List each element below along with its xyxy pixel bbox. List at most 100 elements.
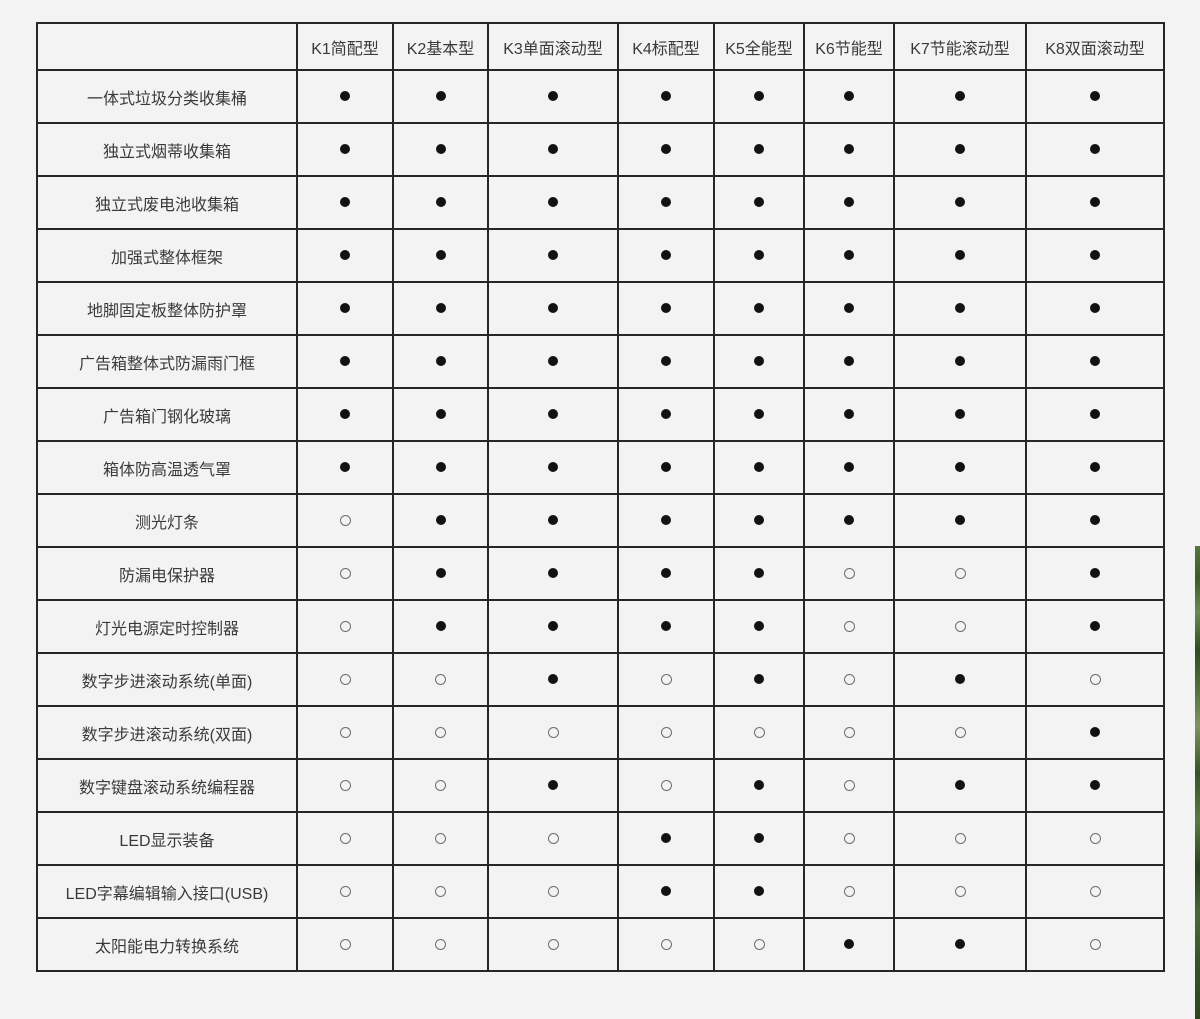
feature-label: 测光灯条 <box>36 493 298 548</box>
filled-dot-icon <box>844 515 854 526</box>
filled-dot-icon <box>844 250 854 261</box>
feature-cell <box>392 122 489 177</box>
feature-cell <box>713 652 805 707</box>
feature-cell <box>296 281 394 336</box>
feature-cell <box>1025 599 1165 654</box>
feature-cell <box>1025 281 1165 336</box>
empty-dot-icon <box>339 832 351 844</box>
filled-dot-icon <box>435 409 446 420</box>
filled-dot-icon <box>955 356 965 367</box>
feature-cell <box>296 864 394 919</box>
feature-cell <box>296 917 394 972</box>
feature-cell <box>803 122 895 177</box>
feature-cell <box>392 652 489 707</box>
feature-cell <box>1025 493 1165 548</box>
filled-dot-icon <box>844 303 854 314</box>
filled-dot-icon <box>340 462 350 473</box>
feature-cell <box>1025 69 1165 124</box>
feature-cell <box>392 599 489 654</box>
filled-dot-icon <box>955 197 965 208</box>
feature-cell <box>392 546 489 601</box>
filled-dot-icon <box>340 303 350 314</box>
header-row: K1简配型 K2基本型 K3单面滚动型 K4标配型 K5全能型 K6节能型 K7节能滚动型 K… <box>36 22 1165 71</box>
column-header-k5: K5全能型 <box>713 22 805 71</box>
feature-cell <box>803 175 895 230</box>
feature-cell <box>713 811 805 866</box>
filled-dot-icon <box>548 780 558 791</box>
empty-dot-icon <box>435 726 446 738</box>
filled-dot-icon <box>754 780 764 791</box>
feature-cell <box>392 281 489 336</box>
filled-dot-icon <box>844 197 854 208</box>
feature-label: 加强式整体框架 <box>36 228 298 283</box>
empty-dot-icon <box>1089 673 1101 685</box>
feature-cell <box>1025 175 1165 230</box>
feature-label: 数字步进滚动系统(双面) <box>36 705 298 760</box>
feature-cell <box>296 493 394 548</box>
feature-cell <box>487 281 619 336</box>
feature-cell <box>803 387 895 442</box>
feature-cell <box>487 122 619 177</box>
filled-dot-icon <box>955 674 965 685</box>
empty-dot-icon <box>435 779 446 791</box>
feature-cell <box>893 811 1027 866</box>
table-row: 测光灯条 <box>36 493 1165 548</box>
empty-dot-icon <box>954 620 966 632</box>
feature-cell <box>893 334 1027 389</box>
filled-dot-icon <box>1090 144 1100 155</box>
feature-label: 广告箱门钢化玻璃 <box>36 387 298 442</box>
table-row: 箱体防高温透气罩 <box>36 440 1165 495</box>
feature-label: LED显示装备 <box>36 811 298 866</box>
feature-cell <box>296 599 394 654</box>
table-row: 地脚固定板整体防护罩 <box>36 281 1165 336</box>
filled-dot-icon <box>955 303 965 314</box>
empty-dot-icon <box>954 726 966 738</box>
feature-cell <box>713 228 805 283</box>
feature-cell <box>893 705 1027 760</box>
column-header-k2: K2基本型 <box>392 22 489 71</box>
empty-dot-icon <box>843 726 855 738</box>
empty-dot-icon <box>339 779 351 791</box>
filled-dot-icon <box>548 91 558 102</box>
feature-label: 箱体防高温透气罩 <box>36 440 298 495</box>
feature-cell <box>893 493 1027 548</box>
filled-dot-icon <box>661 409 671 420</box>
filled-dot-icon <box>548 144 558 155</box>
feature-cell <box>617 387 715 442</box>
empty-dot-icon <box>660 726 672 738</box>
empty-dot-icon <box>435 938 446 950</box>
feature-cell <box>713 864 805 919</box>
column-header-k4: K4标配型 <box>617 22 715 71</box>
empty-dot-icon <box>435 832 446 844</box>
feature-cell <box>1025 440 1165 495</box>
feature-cell <box>713 493 805 548</box>
filled-dot-icon <box>955 250 965 261</box>
feature-label: 灯光电源定时控制器 <box>36 599 298 654</box>
feature-cell <box>296 440 394 495</box>
feature-cell <box>893 758 1027 813</box>
feature-cell <box>487 811 619 866</box>
empty-dot-icon <box>339 885 351 897</box>
empty-dot-icon <box>954 567 966 579</box>
filled-dot-icon <box>661 91 671 102</box>
filled-dot-icon <box>1090 515 1100 526</box>
column-header-k6: K6节能型 <box>803 22 895 71</box>
feature-cell <box>617 281 715 336</box>
filled-dot-icon <box>1090 356 1100 367</box>
feature-cell <box>392 175 489 230</box>
filled-dot-icon <box>1090 780 1100 791</box>
table-header: K1简配型 K2基本型 K3单面滚动型 K4标配型 K5全能型 K6节能型 K7节能滚动型 K… <box>36 22 1165 71</box>
filled-dot-icon <box>340 144 350 155</box>
feature-cell <box>1025 387 1165 442</box>
feature-cell <box>617 811 715 866</box>
column-header-k1: K1简配型 <box>296 22 394 71</box>
feature-label: 防漏电保护器 <box>36 546 298 601</box>
table-row: 独立式烟蒂收集箱 <box>36 122 1165 177</box>
filled-dot-icon <box>435 568 446 579</box>
feature-cell <box>617 864 715 919</box>
feature-comparison-table: K1简配型 K2基本型 K3单面滚动型 K4标配型 K5全能型 K6节能型 K7节能滚动型 K… <box>36 22 1165 972</box>
filled-dot-icon <box>661 515 671 526</box>
filled-dot-icon <box>548 303 558 314</box>
feature-cell <box>713 122 805 177</box>
feature-cell <box>803 493 895 548</box>
